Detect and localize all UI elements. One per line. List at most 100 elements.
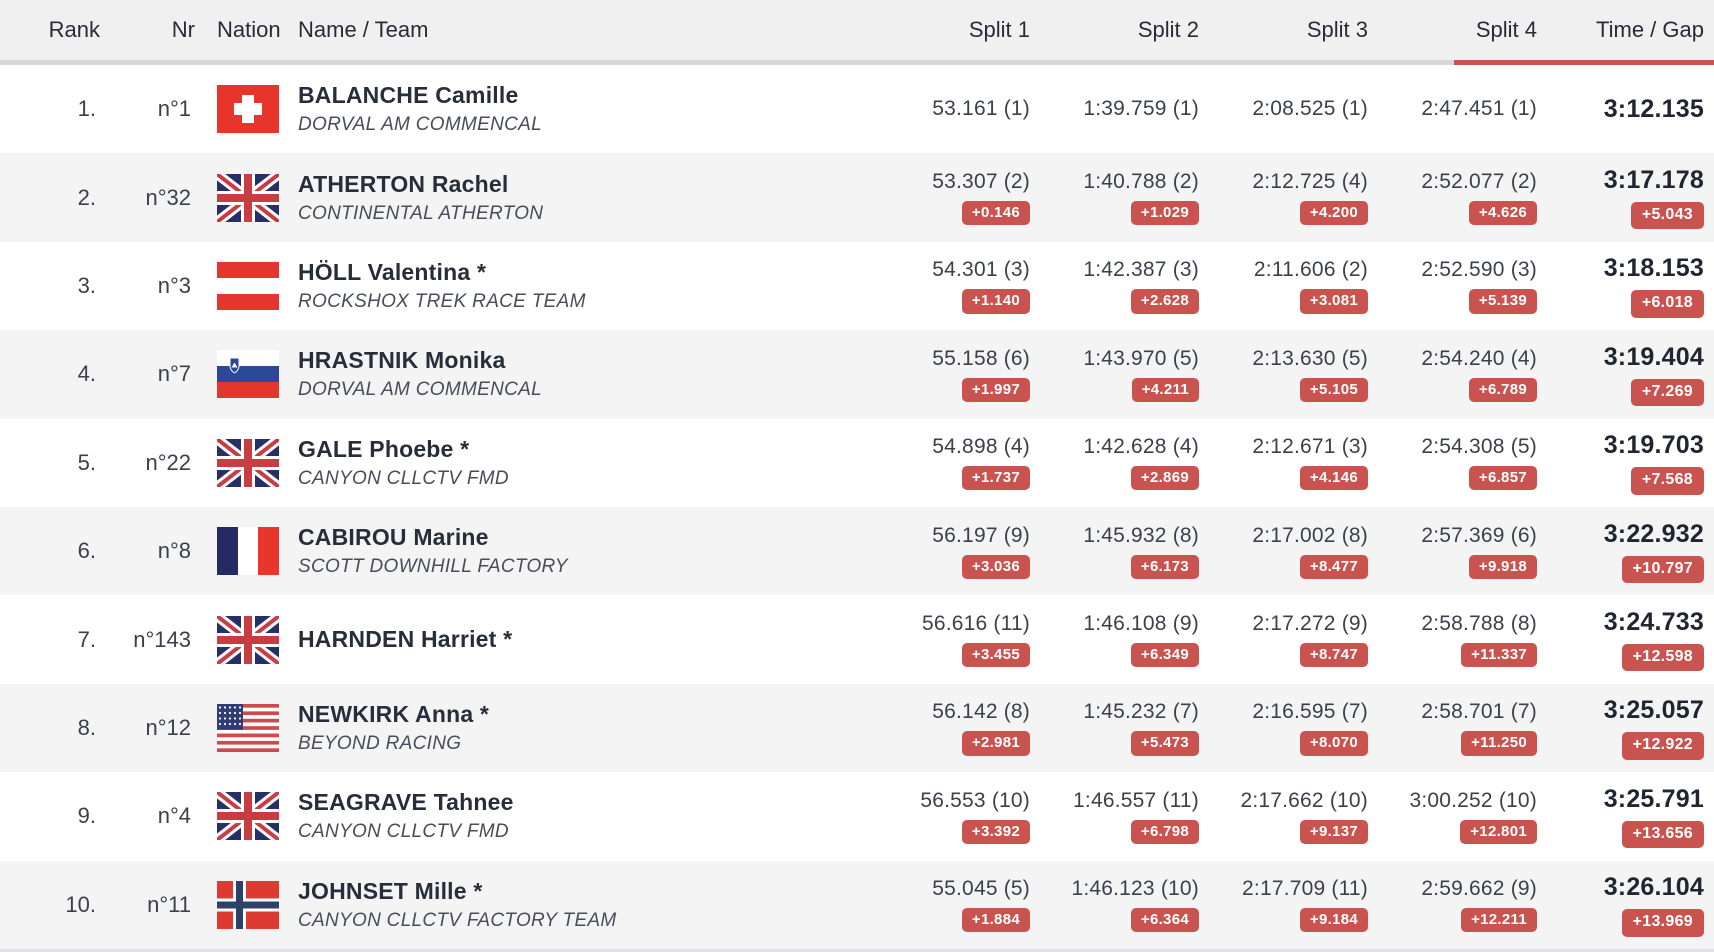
rank-value: 10.: [65, 891, 96, 917]
split1-cell: 54.898 (4) +1.737: [861, 419, 1030, 507]
total-time-cell: 3:19.404 +7.269: [1537, 330, 1714, 418]
total-time: 3:25.057: [1603, 696, 1704, 725]
flag-aut-icon: [217, 262, 279, 311]
gap-badge: +4.626: [1468, 200, 1537, 226]
rider-name: GALE Phoebe *: [298, 435, 470, 462]
total-time: 3:18.153: [1603, 254, 1704, 283]
total-time: 3:17.178: [1603, 165, 1704, 194]
column-header-split2[interactable]: Split 2: [1137, 17, 1199, 42]
nation-cell: [195, 595, 290, 683]
gap-badge: +1.029: [1130, 200, 1199, 226]
total-time: 3:19.703: [1603, 431, 1704, 460]
nation-cell: [195, 772, 290, 860]
flag-nor-icon: [217, 880, 279, 929]
total-time-cell: 3:25.791 +13.656: [1537, 772, 1714, 860]
flag-slo-icon: [217, 350, 279, 399]
total-time-cell: 3:26.104 +13.969: [1537, 861, 1714, 949]
column-header-rank[interactable]: Rank: [48, 17, 100, 42]
total-time-cell: 3:17.178 +5.043: [1537, 153, 1714, 241]
table-row[interactable]: 2. n°32 ATHERTON Rachel CONTINENTAL ATHERTO…: [0, 153, 1714, 242]
gap-badge: +6.857: [1468, 466, 1537, 491]
gap-badge: +6.173: [1130, 554, 1199, 579]
column-header-time-gap[interactable]: Time / Gap: [1596, 17, 1704, 42]
split2-cell: 1:39.759 (1): [1030, 65, 1199, 153]
team-name: CONTINENTAL ATHERTON: [298, 202, 544, 224]
table-row[interactable]: 10. n°11 JOHNSET Mille * CANYON CLLCTV FACT…: [0, 860, 1714, 950]
total-time-cell: 3:25.057 +12.922: [1537, 684, 1714, 772]
column-header-split4[interactable]: Split 4: [1475, 17, 1537, 42]
rank-value: 8.: [77, 715, 96, 741]
split3-cell: 2:11.606 (2) +3.081: [1199, 242, 1368, 330]
total-time-cell: 3:24.733 +12.598: [1537, 595, 1714, 683]
split2-cell: 1:42.387 (3) +2.628: [1030, 242, 1199, 330]
table-row[interactable]: 1. n°1 BALANCHE Camille DORVAL AM COMMENCAL…: [0, 65, 1714, 154]
split1-cell: 56.197 (9) +3.036: [861, 507, 1030, 595]
split2-cell: 1:45.932 (8) +6.173: [1030, 507, 1199, 595]
column-header-nation[interactable]: Nation: [217, 17, 281, 42]
rank-value: 3.: [77, 273, 96, 299]
results-body: 1. n°1 BALANCHE Camille DORVAL AM COMMENCAL…: [0, 65, 1714, 950]
column-header-nr[interactable]: Nr: [171, 17, 195, 42]
split2-cell: 1:40.788 (2) +1.029: [1030, 153, 1199, 241]
total-gap-badge: +12.922: [1621, 732, 1704, 760]
gap-badge: +4.211: [1131, 377, 1199, 403]
table-row[interactable]: 7. n°143 HARNDEN Harriet * 56.616 (11) +3.45…: [0, 595, 1714, 684]
gap-badge: +2.628: [1130, 289, 1199, 314]
split-time: 2:17.662 (10): [1240, 788, 1368, 812]
rider-name: ATHERTON Rachel: [298, 170, 509, 197]
gap-badge: +2.869: [1130, 466, 1199, 491]
gap-badge: +8.747: [1299, 643, 1368, 668]
split-time: 1:42.387 (3): [1083, 258, 1199, 282]
split2-cell: 1:46.123 (10) +6.364: [1030, 861, 1199, 949]
gap-badge: +3.081: [1299, 289, 1368, 314]
split1-cell: 53.161 (1): [861, 65, 1030, 153]
column-header-split1[interactable]: Split 1: [968, 17, 1030, 42]
split-time: 2:13.630 (5): [1252, 346, 1368, 370]
bib-number: n°143: [133, 626, 191, 652]
flag-fra-icon: [217, 527, 279, 576]
name-team-cell: NEWKIRK Anna * BEYOND RACING: [290, 684, 861, 772]
split3-cell: 2:17.272 (9) +8.747: [1199, 595, 1368, 683]
gap-badge: +9.137: [1299, 819, 1368, 845]
total-gap-badge: +7.269: [1630, 378, 1704, 407]
table-row[interactable]: 8. n°12 NEWKIRK Anna * BEYOND RACING 56.142 …: [0, 683, 1714, 773]
total-gap-badge: +12.598: [1621, 643, 1704, 672]
split1-cell: 55.045 (5) +1.884: [861, 861, 1030, 949]
rider-name: HÖLL Valentina *: [298, 259, 487, 286]
table-row[interactable]: 3. n°3 HÖLL Valentina * ROCKSHOX TREK RACE …: [0, 241, 1714, 331]
split-time: 2:47.451 (1): [1421, 97, 1537, 121]
table-row[interactable]: 6. n°8 CABIROU Marine SCOTT DOWNHILL FACTOR…: [0, 507, 1714, 596]
split4-cell: 2:58.701 (7) +11.250: [1368, 684, 1537, 772]
bib-number: n°4: [157, 803, 191, 829]
gap-badge: +0.146: [961, 200, 1030, 226]
rider-name: HRASTNIK Monika: [298, 347, 506, 374]
table-row[interactable]: 4. n°7 HRASTNIK Monika DORVAL AM COMMENCAL 5…: [0, 330, 1714, 419]
team-name: DORVAL AM COMMENCAL: [298, 114, 542, 136]
gap-badge: +11.250: [1461, 731, 1537, 756]
rank-value: 1.: [77, 96, 96, 122]
total-time: 3:24.733: [1603, 607, 1704, 636]
column-header-split3[interactable]: Split 3: [1306, 17, 1368, 42]
split-time: 56.616 (11): [921, 612, 1030, 636]
table-row[interactable]: 5. n°22 GALE Phoebe * CANYON CLLCTV FMD 54.8…: [0, 418, 1714, 508]
gap-badge: +9.184: [1299, 908, 1368, 933]
table-row[interactable]: 9. n°4 SEAGRAVE Tahnee CANYON CLLCTV FMD 56.…: [0, 772, 1714, 861]
gap-badge: +3.392: [961, 819, 1030, 845]
split3-cell: 2:13.630 (5) +5.105: [1199, 330, 1368, 418]
total-time: 3:19.404: [1603, 342, 1704, 371]
gap-badge: +4.200: [1299, 200, 1368, 226]
bib-number: n°3: [157, 273, 191, 299]
split4-cell: 2:47.451 (1): [1368, 65, 1537, 153]
rider-name: BALANCHE Camille: [298, 82, 519, 109]
gap-badge: +8.070: [1299, 731, 1368, 756]
split1-cell: 55.158 (6) +1.997: [861, 330, 1030, 418]
rider-name: CABIROU Marine: [298, 524, 489, 551]
split-time: 1:46.123 (10): [1071, 877, 1199, 901]
split2-cell: 1:42.628 (4) +2.869: [1030, 419, 1199, 507]
header-separator: [0, 60, 1714, 65]
split-time: 1:40.788 (2): [1083, 169, 1199, 193]
nation-cell: [195, 153, 290, 241]
nation-cell: [195, 507, 290, 595]
column-header-name-team[interactable]: Name / Team: [298, 17, 429, 42]
